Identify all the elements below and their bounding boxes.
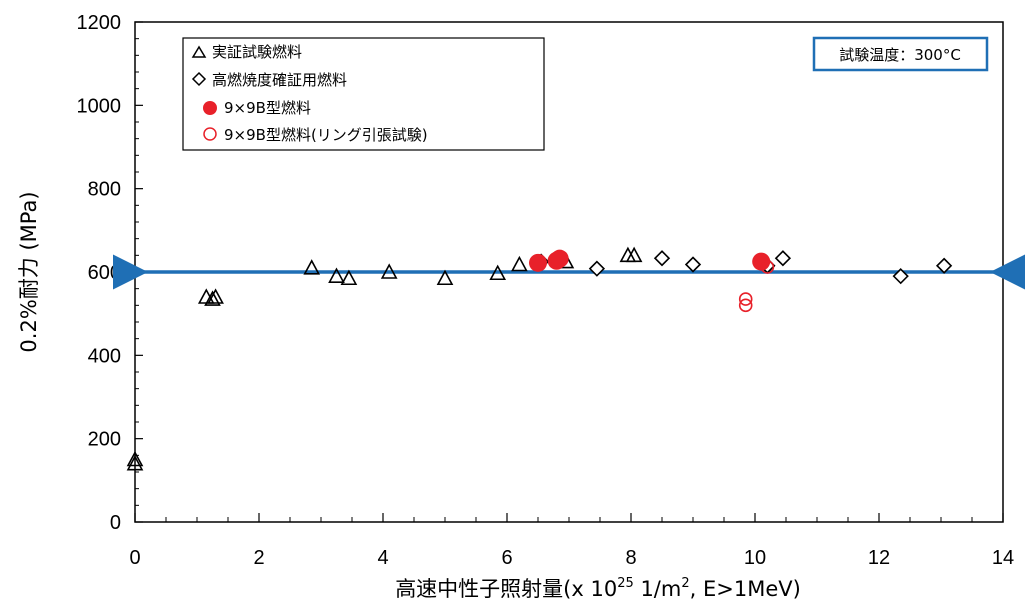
legend: 実証試験燃料 高燃焼度確証用燃料 9×9B型燃料 9×9B型燃料(リング引張試験… (182, 37, 545, 151)
triangle-marker-icon (191, 45, 207, 58)
legend-item-diamond: 高燃焼度確証用燃料 (191, 71, 347, 89)
legend-item-open-circle: 9×9B型燃料(リング引張試験) (203, 126, 428, 144)
x-axis-title-exponent: 25 (617, 576, 634, 591)
x-tick-label: 10 (744, 547, 766, 569)
legend-item-filled-circle: 9×9B型燃料 (203, 99, 311, 117)
x-axis-title-main: 高速中性子照射量(x 10 (395, 577, 617, 601)
legend-label-triangle: 実証試験燃料 (212, 43, 302, 61)
diamond-point (774, 250, 792, 267)
diamond-point (653, 250, 671, 267)
filled-circle-point (752, 252, 771, 271)
diamond-point (892, 268, 909, 285)
legend-label-open-circle: 9×9B型燃料(リング引張試験) (224, 126, 428, 144)
triangle-point (489, 264, 507, 281)
diamond-marker-icon (191, 71, 207, 87)
legend-item-triangle: 実証試験燃料 (191, 43, 302, 61)
legend-box (182, 37, 545, 151)
x-tick-label: 8 (625, 547, 636, 569)
open-circle-point (760, 260, 775, 274)
triangle-point (207, 288, 224, 304)
filled-circle-point (529, 253, 547, 272)
condition-box-border (812, 36, 989, 72)
triangle-point (511, 255, 528, 272)
x-tick-label: 12 (868, 547, 890, 569)
triangle-point (380, 263, 398, 279)
triangle-point (204, 290, 221, 306)
filled-circle-marker-icon (203, 101, 217, 115)
y-tick-label: 800 (88, 179, 121, 201)
x-axis-title-unit: 1/m (634, 577, 682, 601)
open-circle-point (738, 298, 753, 313)
legend-label-filled-circle: 9×9B型燃料 (224, 99, 311, 117)
triangle-point (328, 267, 345, 283)
diamond-point (935, 257, 953, 274)
triangle-point (126, 450, 144, 467)
condition-label: 試験温度：300°C (839, 46, 961, 64)
triangle-point (126, 454, 144, 471)
x-tick-label: 2 (253, 547, 264, 569)
x-axis-title: 高速中性子照射量(x 1025 1/m2, E>1MeV) (395, 576, 801, 601)
filled-circle-point (550, 249, 569, 268)
y-tick-label: 1000 (77, 95, 122, 117)
y-tick-label: 0 (110, 512, 121, 534)
y-tick-label: 400 (88, 345, 121, 367)
triangle-point (436, 269, 454, 286)
y-tick-label: 200 (88, 429, 121, 451)
open-circle-marker-icon (203, 127, 217, 141)
condition-box: 試験温度：300°C (812, 36, 989, 72)
legend-label-diamond: 高燃焼度確証用燃料 (212, 71, 347, 89)
triangle-point (303, 259, 321, 275)
y-tick-label: 1200 (77, 12, 122, 34)
x-tick-label: 0 (129, 547, 140, 569)
y-tick-label: 600 (88, 262, 121, 284)
x-tick-label: 6 (501, 547, 512, 569)
triangle-point (340, 269, 358, 286)
triangle-point (625, 246, 643, 263)
x-tick-label: 14 (992, 547, 1014, 569)
data-points (126, 246, 953, 471)
x-tick-label: 4 (377, 547, 388, 569)
x-axis: 0 2 4 6 8 10 12 14 (129, 513, 1014, 569)
open-circle-point (738, 292, 753, 306)
diamond-point (684, 256, 702, 273)
diamond-point (588, 260, 606, 277)
y-axis-title: 0.2%耐力 (MPa) (17, 191, 41, 352)
x-axis-title-exponent2: 2 (681, 576, 689, 591)
x-axis-title-tail: , E>1MeV) (690, 577, 801, 601)
